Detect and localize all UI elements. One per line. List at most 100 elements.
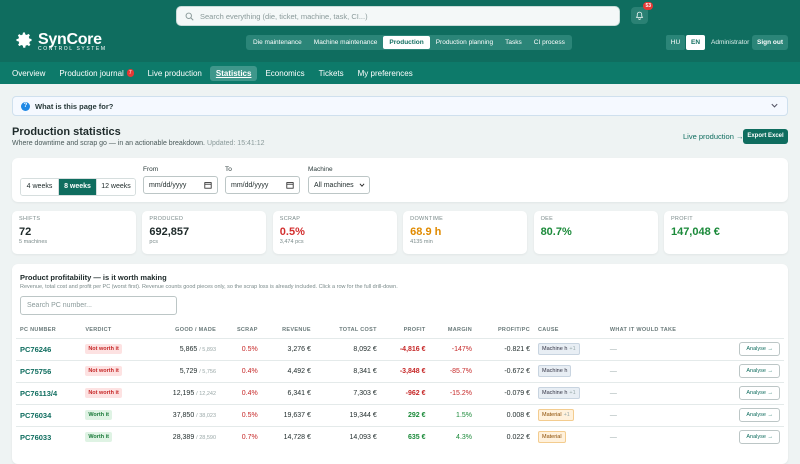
export-excel-button[interactable]: Export Excel [743, 129, 788, 144]
machine-select-value: All machines [314, 181, 354, 189]
revenue-cell: 3,276 € [261, 337, 315, 360]
what-it-would-take-cell: — [605, 359, 714, 382]
subnav-tab-statistics[interactable]: Statistics [209, 65, 258, 81]
updated-time: Updated: 15:41:12 [206, 140, 265, 147]
pc-number-cell: PC76113/4 [16, 381, 82, 404]
from-date-value: mm/dd/yyyy [149, 181, 187, 189]
kpi-card-produced: PRODUCED 692,857 pcs [142, 211, 267, 254]
subnav-tab-overview[interactable]: Overview [6, 66, 51, 81]
machine-label: Machine [308, 166, 333, 173]
lang-hu-button[interactable]: HU [666, 35, 685, 50]
good-made-cell: 28,389 / 28,590 [145, 425, 221, 448]
total-cost-cell: 8,092 € [314, 337, 381, 360]
calendar-icon [204, 182, 212, 189]
question-icon: ? [21, 101, 30, 111]
pc-number-link[interactable]: PC76113/4 [20, 388, 58, 398]
column-header-pc-number: PC NUMBER [20, 326, 57, 333]
cause-cell: Material +1 [534, 403, 606, 426]
action-cell: Analyse → [713, 381, 784, 404]
column-header-profit: PROFIT [403, 326, 426, 333]
action-cell: Analyse → [713, 425, 784, 448]
good-count: 5,865 [179, 345, 198, 353]
sign-out-button[interactable]: Sign out [752, 35, 788, 50]
pc-number-link[interactable]: PC76033 [20, 432, 52, 442]
table-row[interactable]: PC75756 Not worth it 5,729 / 5,756 0.4% 4,49… [16, 359, 784, 382]
scrap-cell: 0.4% [220, 359, 262, 382]
margin-cell: -147% [429, 337, 477, 360]
profit-cell: 635 € [380, 425, 430, 448]
module-tab-production-planning[interactable]: Production planning [435, 39, 494, 46]
subtitle-text: Where downtime and scrap go — in an acti… [12, 140, 205, 147]
analyse-button[interactable]: Analyse → [739, 342, 780, 356]
weeks-option-8-weeks[interactable]: 8 weeks [59, 179, 97, 195]
subnav-tab-label: Overview [12, 68, 46, 78]
subnav-tab-my-preferences[interactable]: My preferences [352, 66, 419, 81]
subnav-tab-label: Statistics [215, 68, 252, 78]
notifications-button[interactable]: 53 [631, 2, 653, 24]
cause-badge: Material +1 [538, 409, 574, 421]
cause-cell: Machine h +1 [534, 337, 606, 360]
what-it-would-take-cell: — [605, 381, 714, 404]
pc-search-input[interactable]: Search PC number... [20, 296, 177, 315]
kpi-subvalue: 3,474 pcs [279, 239, 304, 245]
module-nav: Die maintenance Machine maintenance Produc… [246, 35, 572, 50]
cause-label: Material [542, 412, 562, 418]
subnav-tab-live-production[interactable]: Live production [142, 66, 208, 81]
column-header-good-made: GOOD / MADE [175, 326, 217, 333]
weeks-option-4-weeks[interactable]: 4 weeks [21, 179, 59, 195]
subnav-tab-economics[interactable]: Economics [259, 66, 310, 81]
kpi-label: SCRAP [279, 216, 301, 222]
table-row[interactable]: PC76113/4 Not worth it 12,195 / 12,242 0.4%… [16, 381, 784, 404]
verdict-badge: Not worth it [85, 388, 122, 398]
profitability-table: PC NUMBER VERDICT GOOD / MADE SCRAP REVENUE T… [16, 322, 784, 448]
table-row[interactable]: PC76246 Not worth it 5,865 / 5,893 0.5% 3,27… [16, 337, 784, 360]
live-production-link[interactable]: Live production → [683, 132, 744, 141]
module-tab-die-maintenance[interactable]: Die maintenance [253, 39, 302, 46]
module-tab-production[interactable]: Production [383, 36, 430, 49]
help-accordion[interactable]: ? What is this page for? [12, 96, 788, 116]
table-row[interactable]: PC76033 Worth it 28,389 / 28,590 0.7% 14,728… [16, 425, 784, 448]
cause-cell: Machine h [534, 359, 606, 382]
scrap-cell: 0.5% [220, 337, 262, 360]
column-header-revenue: REVENUE [282, 326, 311, 333]
pc-number-link[interactable]: PC76034 [20, 410, 52, 420]
weeks-option-12-weeks[interactable]: 12 weeks [97, 179, 135, 195]
to-date-input[interactable]: mm/dd/yyyy [225, 176, 300, 194]
page-subtitle: Where downtime and scrap go — in an acti… [12, 140, 265, 147]
what-it-would-take-cell: — [605, 337, 714, 360]
subnav-tab-production-journal[interactable]: Production journal 7 [53, 66, 139, 81]
analyse-button[interactable]: Analyse → [739, 364, 780, 378]
module-tab-machine-maintenance[interactable]: Machine maintenance [313, 39, 378, 46]
kpi-row: SHIFTS 72 5 machines PRODUCED 692,857 pcs SCRA… [12, 211, 788, 254]
kpi-subvalue: pcs [149, 239, 158, 245]
subnav-tab-label: Production journal [59, 68, 124, 78]
table-row[interactable]: PC76034 Worth it 37,850 / 38,023 0.5% 19,637… [16, 403, 784, 426]
table-header-row: PC NUMBER VERDICT GOOD / MADE SCRAP REVENUE T… [16, 322, 784, 338]
verdict-badge: Not worth it [85, 366, 122, 376]
profitability-title: Product profitability — is it worth maki… [20, 273, 167, 282]
lang-en-button[interactable]: EN [686, 35, 705, 50]
verdict-cell: Worth it [81, 403, 146, 426]
global-search-input[interactable]: Search everything (die, ticket, machine,… [176, 6, 620, 26]
profit-per-pc-cell: -0.821 € [476, 337, 534, 360]
cause-cell: Material [534, 425, 606, 448]
kpi-label: SHIFTS [19, 216, 41, 222]
machine-select[interactable]: All machines [308, 176, 370, 194]
kpi-label: PRODUCED [149, 216, 184, 222]
module-tab-tasks[interactable]: Tasks [505, 39, 522, 46]
subnav-tab-tickets[interactable]: Tickets [313, 66, 350, 81]
from-date-input[interactable]: mm/dd/yyyy [143, 176, 218, 194]
calendar-icon [286, 182, 294, 189]
analyse-button[interactable]: Analyse → [739, 408, 780, 422]
language-switch: HU EN [666, 35, 706, 50]
brand-logo[interactable]: SynCore CONTROL SYSTEM [14, 30, 105, 52]
analyse-button[interactable]: Analyse → [739, 430, 780, 445]
pc-number-link[interactable]: PC75756 [20, 366, 52, 376]
pc-number-link[interactable]: PC76246 [20, 344, 52, 354]
pc-number-cell: PC76034 [16, 403, 82, 426]
verdict-badge: Worth it [85, 410, 112, 420]
analyse-button[interactable]: Analyse → [739, 386, 780, 400]
cause-badge: Material [538, 431, 566, 444]
module-tab-ci-process[interactable]: CI process [533, 39, 565, 46]
verdict-cell: Not worth it [81, 359, 146, 382]
